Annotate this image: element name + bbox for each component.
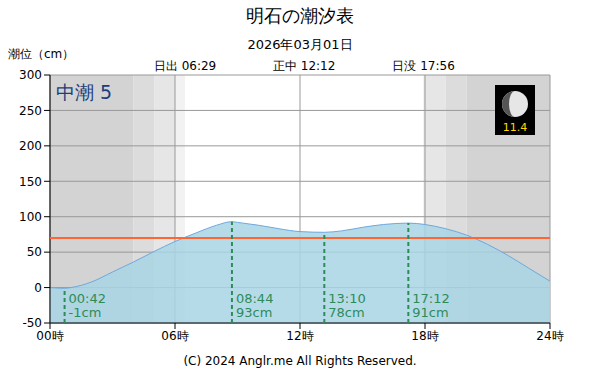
svg-text:0: 0 — [34, 281, 42, 295]
html-text:11.4: 11.4 — [502, 121, 528, 134]
svg-text:-50: -50 — [22, 316, 42, 330]
html-text:(C) 2024 Anglr.me All Rights R: (C) 2024 Anglr.me All Rights Reserved. — [183, 354, 417, 368]
svg-text:13:10: 13:10 — [328, 291, 365, 306]
svg-text:06時: 06時 — [161, 329, 188, 343]
svg-text:50: 50 — [27, 245, 42, 259]
svg-text:18時: 18時 — [411, 329, 438, 343]
svg-text:91cm: 91cm — [412, 305, 448, 320]
html-text:明石の潮汐表: 明石の潮汐表 — [246, 5, 354, 26]
svg-text:正中 12:12: 正中 12:12 — [273, 59, 335, 73]
svg-text:24時: 24時 — [536, 329, 563, 343]
svg-text:150: 150 — [19, 175, 42, 189]
svg-text:78cm: 78cm — [328, 305, 364, 320]
svg-text:93cm: 93cm — [236, 305, 272, 320]
svg-text:12時: 12時 — [286, 329, 313, 343]
svg-text:-1cm: -1cm — [69, 305, 102, 320]
svg-text:100: 100 — [19, 210, 42, 224]
svg-text:00時: 00時 — [36, 329, 63, 343]
svg-text:日出 06:29: 日出 06:29 — [154, 59, 216, 73]
svg-text:300: 300 — [19, 68, 42, 82]
svg-text:17:12: 17:12 — [412, 291, 449, 306]
svg-text:200: 200 — [19, 139, 42, 153]
html-text:2026年03月01日: 2026年03月01日 — [247, 37, 353, 52]
svg-text:08:44: 08:44 — [236, 291, 273, 306]
html-text:中潮 5: 中潮 5 — [56, 81, 113, 103]
svg-text:00:42: 00:42 — [69, 291, 106, 306]
html-text:潮位（cm）: 潮位（cm） — [8, 47, 75, 61]
svg-text:250: 250 — [19, 104, 42, 118]
svg-text:日没 17:56: 日没 17:56 — [392, 59, 454, 73]
